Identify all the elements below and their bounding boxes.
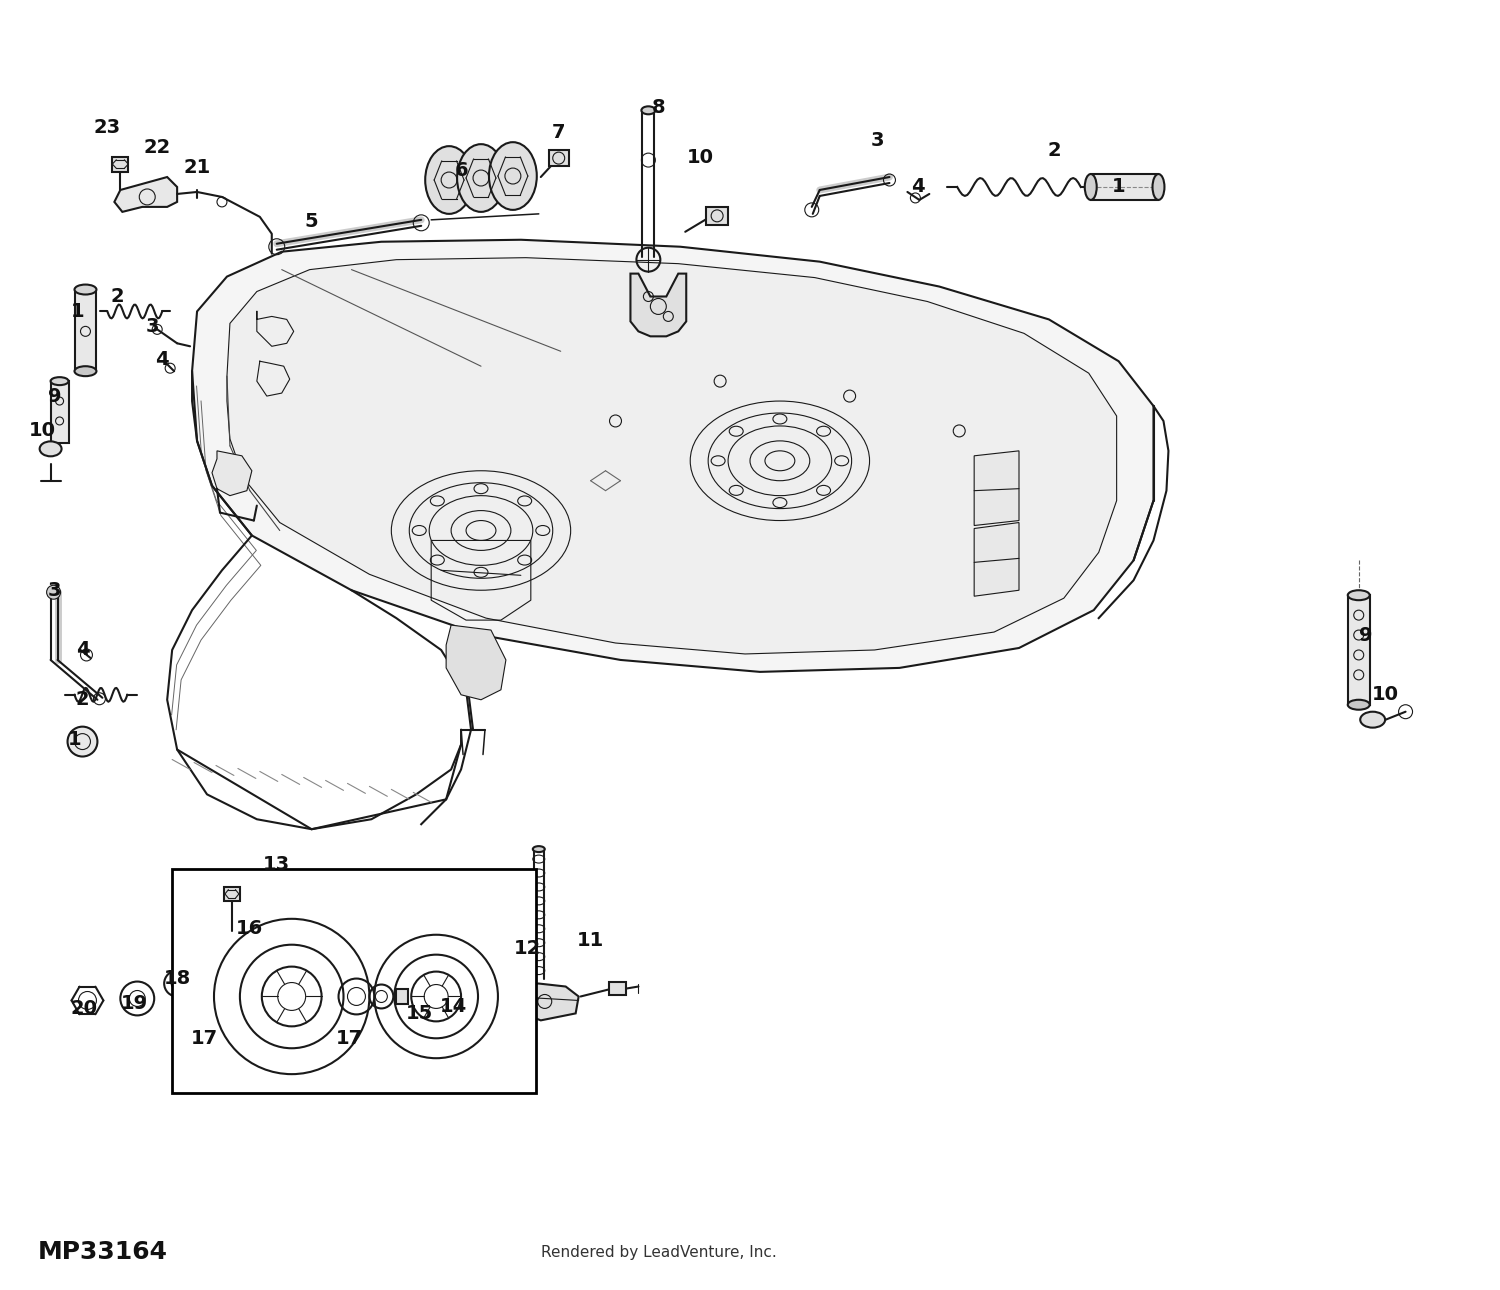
Ellipse shape: [75, 285, 96, 294]
Text: 19: 19: [120, 995, 148, 1013]
Text: 9: 9: [1359, 626, 1372, 645]
Text: 9: 9: [48, 387, 62, 405]
Text: 5: 5: [304, 213, 318, 231]
Ellipse shape: [1152, 174, 1164, 200]
Text: 3: 3: [48, 580, 62, 600]
Text: 20: 20: [70, 998, 98, 1018]
Ellipse shape: [1360, 712, 1384, 728]
Ellipse shape: [458, 144, 506, 212]
Text: 17: 17: [190, 1029, 217, 1047]
Circle shape: [68, 726, 98, 756]
Polygon shape: [446, 626, 506, 699]
Text: 3: 3: [871, 130, 885, 150]
Text: LEADVENTURE: LEADVENTURE: [454, 506, 1046, 575]
Text: 3: 3: [146, 317, 159, 335]
Ellipse shape: [424, 146, 472, 214]
Polygon shape: [974, 522, 1018, 596]
Bar: [609, 982, 627, 996]
Ellipse shape: [489, 142, 537, 210]
Text: 8: 8: [651, 98, 664, 117]
Text: 16: 16: [236, 920, 264, 938]
Bar: [549, 150, 568, 166]
Text: 4: 4: [156, 350, 170, 369]
Polygon shape: [512, 983, 579, 1020]
Ellipse shape: [51, 377, 69, 386]
Text: 22: 22: [144, 138, 171, 156]
Ellipse shape: [642, 106, 656, 115]
Text: 4: 4: [910, 178, 924, 196]
Text: 13: 13: [262, 854, 291, 873]
Bar: [396, 988, 408, 1005]
Text: Rendered by LeadVenture, Inc.: Rendered by LeadVenture, Inc.: [542, 1245, 777, 1260]
Text: MP33164: MP33164: [38, 1241, 168, 1264]
Polygon shape: [211, 450, 252, 495]
Polygon shape: [226, 258, 1116, 654]
Text: 23: 23: [94, 117, 122, 137]
Ellipse shape: [39, 441, 62, 457]
Polygon shape: [192, 240, 1154, 672]
Polygon shape: [114, 177, 177, 212]
Text: 12: 12: [514, 939, 541, 958]
Polygon shape: [974, 450, 1018, 525]
Ellipse shape: [1084, 174, 1096, 200]
Ellipse shape: [1348, 699, 1370, 710]
Bar: [172, 869, 536, 1093]
Text: 7: 7: [552, 123, 566, 142]
Bar: [51, 381, 69, 442]
Circle shape: [46, 586, 60, 599]
Bar: [112, 157, 129, 172]
Ellipse shape: [532, 846, 544, 853]
Text: 14: 14: [440, 997, 466, 1017]
Text: 17: 17: [336, 1029, 363, 1047]
Bar: [706, 206, 728, 224]
Text: 1: 1: [68, 730, 81, 749]
Bar: [1348, 595, 1370, 704]
Text: 1: 1: [70, 302, 84, 321]
Text: 2: 2: [111, 286, 125, 306]
Ellipse shape: [1348, 591, 1370, 600]
Text: 11: 11: [578, 931, 604, 951]
Bar: [75, 289, 96, 372]
Text: 15: 15: [405, 1004, 433, 1023]
Bar: [224, 888, 240, 900]
Text: 6: 6: [454, 160, 468, 179]
Text: 1: 1: [1112, 178, 1125, 196]
Text: 10: 10: [1372, 685, 1400, 704]
Polygon shape: [630, 273, 686, 337]
Text: 21: 21: [183, 157, 210, 177]
Bar: [1090, 174, 1158, 200]
Text: 4: 4: [75, 640, 90, 659]
Text: 2: 2: [1047, 141, 1060, 160]
Text: 10: 10: [687, 147, 714, 166]
Text: 18: 18: [164, 969, 190, 988]
Text: 2: 2: [75, 690, 90, 710]
Ellipse shape: [75, 366, 96, 377]
Text: 10: 10: [28, 422, 56, 440]
